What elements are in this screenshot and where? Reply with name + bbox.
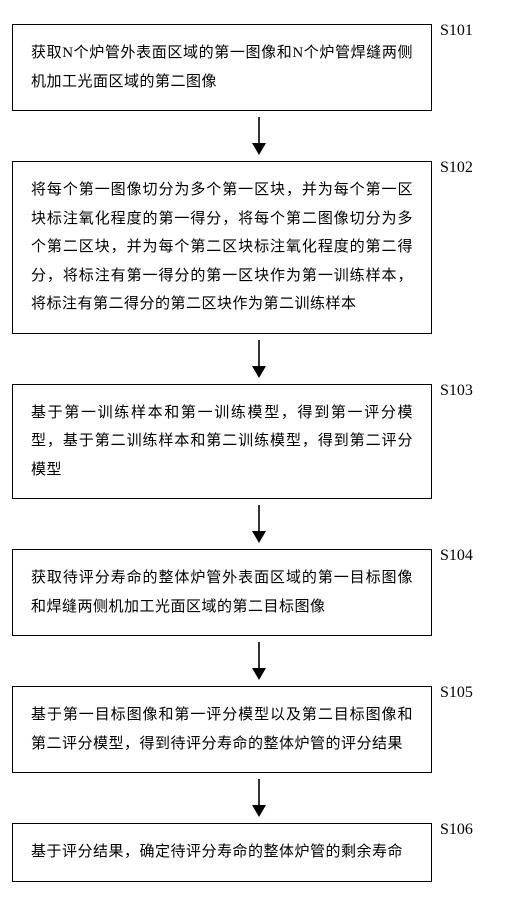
flow-step: 基于评分结果，确定待评分寿命的整体炉管的剩余寿命 S106 [12,823,506,882]
flow-arrow [49,334,469,384]
flow-step: 获取待评分寿命的整体炉管外表面区域的第一目标图像和焊缝两侧机加工光面区域的第二目… [12,549,506,636]
step-tag: S102 [440,159,473,177]
step-box-s101: 获取N个炉管外表面区域的第一图像和N个炉管焊缝两侧机加工光面区域的第二图像 [12,24,432,111]
flow-step: 将每个第一图像切分为多个第一区块，并为每个第一区块标注氧化程度的第一得分，将每个… [12,161,506,334]
step-tag: S103 [440,382,473,400]
step-text: 基于评分结果，确定待评分寿命的整体炉管的剩余寿命 [31,844,403,860]
arrow-down-icon [250,505,268,543]
step-text: 获取N个炉管外表面区域的第一图像和N个炉管焊缝两侧机加工光面区域的第二图像 [31,45,413,90]
flow-arrow [49,773,469,823]
flow-step: 基于第一目标图像和第一评分模型以及第二目标图像和第二评分模型，得到待评分寿命的整… [12,686,506,773]
arrow-down-icon [250,340,268,378]
flow-arrow [49,499,469,549]
step-text: 将每个第一图像切分为多个第一区块，并为每个第一区块标注氧化程度的第一得分，将每个… [31,182,413,312]
step-text: 基于第一目标图像和第一评分模型以及第二目标图像和第二评分模型，得到待评分寿命的整… [31,707,413,752]
step-tag: S104 [440,547,473,565]
arrow-down-icon [250,642,268,680]
step-text: 基于第一训练样本和第一训练模型，得到第一评分模型，基于第二训练样本和第二训练模型… [31,405,413,478]
arrow-down-icon [250,779,268,817]
flow-arrow [49,111,469,161]
step-box-s106: 基于评分结果，确定待评分寿命的整体炉管的剩余寿命 [12,823,432,882]
arrow-down-icon [250,117,268,155]
flow-step: 获取N个炉管外表面区域的第一图像和N个炉管焊缝两侧机加工光面区域的第二图像 S1… [12,24,506,111]
step-box-s105: 基于第一目标图像和第一评分模型以及第二目标图像和第二评分模型，得到待评分寿命的整… [12,686,432,773]
step-tag: S105 [440,684,473,702]
step-box-s102: 将每个第一图像切分为多个第一区块，并为每个第一区块标注氧化程度的第一得分，将每个… [12,161,432,334]
step-box-s104: 获取待评分寿命的整体炉管外表面区域的第一目标图像和焊缝两侧机加工光面区域的第二目… [12,549,432,636]
step-tag: S106 [440,821,473,839]
flow-step: 基于第一训练样本和第一训练模型，得到第一评分模型，基于第二训练样本和第二训练模型… [12,384,506,500]
flowchart-container: 获取N个炉管外表面区域的第一图像和N个炉管焊缝两侧机加工光面区域的第二图像 S1… [12,24,506,882]
step-text: 获取待评分寿命的整体炉管外表面区域的第一目标图像和焊缝两侧机加工光面区域的第二目… [31,570,413,615]
flow-arrow [49,636,469,686]
step-box-s103: 基于第一训练样本和第一训练模型，得到第一评分模型，基于第二训练样本和第二训练模型… [12,384,432,500]
step-tag: S101 [440,22,473,40]
